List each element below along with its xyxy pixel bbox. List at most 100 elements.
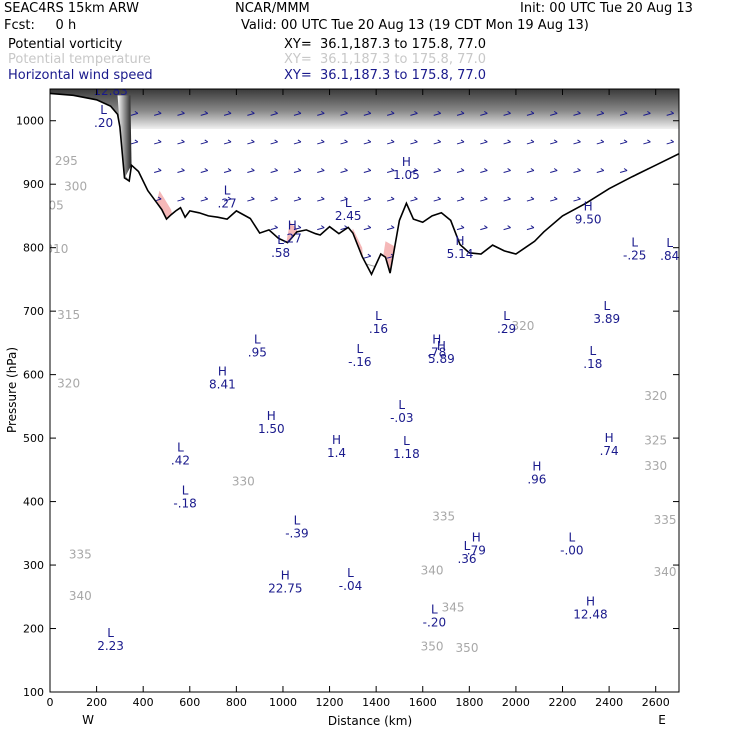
pv-extremum: L.36 [457,539,476,566]
field-name-pv: Potential vorticity [8,37,123,52]
pv-extremum-type: H [584,199,593,213]
pv-extremum-type: L [347,566,354,580]
wind-barb [340,110,348,116]
wind-barb [456,139,465,145]
pv-extremum-type: L [666,236,673,250]
y-axis-label: Pressure (hPa) [5,347,19,433]
end-label-east: E [658,713,666,727]
wind-barb [293,196,302,202]
theta-label: 315 [57,308,80,322]
pv-extremum: L-.39 [285,513,308,540]
wind-barb [619,139,628,145]
pv-extremum: L.27 [218,183,237,210]
pv-extremum: L-.18 [173,484,196,511]
wind-barb [223,168,232,173]
pv-extremum-value: .78 [427,346,446,360]
wind-barb [270,225,278,231]
terrain-line [50,92,679,277]
pv-extremum-value: .96 [527,473,546,487]
pv-extremum: H.78 [427,333,446,360]
pv-extremum-type: L [177,440,184,454]
cliff-shading [117,95,132,178]
theta-label: 340 [654,565,677,579]
y-tick-label: 900 [23,178,44,191]
wind-barb [200,139,209,145]
wind-barb [573,168,581,173]
x-tick-label: 400 [133,696,154,709]
wind-barb [363,110,372,116]
wind-barb [340,139,348,145]
wind-barb [550,110,558,116]
wind-barb [317,196,325,202]
pv-extremum: L.20 [94,103,113,130]
pv-extremum-value: .29 [497,322,516,336]
wind-barb [433,196,441,202]
wind-barb [386,168,395,173]
pv-extremum-type: L [503,309,510,323]
wind-barb [247,196,255,202]
pv-extremum-type: H [332,433,341,447]
terrain-fill [50,93,679,692]
pv-extremum-type: H [432,333,441,347]
wind-barb [666,110,674,116]
pv-extremum-value: -.18 [173,497,196,511]
pv-extremum: H8.41 [209,364,236,391]
wind-barb [433,168,441,173]
pv-extremum-value: 1.50 [258,422,285,436]
end-label-west: W [82,713,94,727]
wind-barb [480,110,488,116]
pv-extremum: H22.75 [268,569,302,596]
theta-label: 325 [644,433,667,447]
theta-label: 340 [69,589,92,603]
model-title: SEAC4RS 15km ARW [4,1,139,16]
wind-barb [456,196,465,202]
wind-barb [293,225,302,231]
wind-barb [177,110,185,116]
wind-barb [177,168,185,173]
pv-extremum-value: .74 [600,444,619,458]
wind-barb [503,139,511,145]
pv-extremum: L.84 [660,236,679,263]
pv-extremum-type: L [631,235,638,249]
pv-extremum-type: L [568,531,575,545]
pv-extremum-type: H [455,234,464,248]
x-tick-label: 200 [86,696,107,709]
wind-barb [340,196,348,202]
wind-barb [223,196,232,202]
wind-barb [200,196,209,202]
pv-extremum: L12.83 [93,89,127,98]
wind-barb [410,168,418,173]
pv-extremum-type: L [464,539,471,553]
wind-barb [596,168,605,173]
wind-barb [177,196,185,202]
wind-barb [177,139,185,145]
pv-extremum: L.95 [248,333,267,360]
pv-extremum: H5.89 [428,339,455,366]
wind-barb [410,110,418,116]
wind-barb [247,139,255,145]
pv-extremum-type: H [402,155,411,169]
pv-extremum-type: L [375,309,382,323]
wind-barb [550,168,558,173]
pv-extremum-value: -.20 [423,615,446,629]
center-label: NCAR/MMM [235,1,310,16]
theta-label: 335 [432,510,455,524]
y-tick-label: 200 [23,623,44,636]
pv-extremum-type: L [398,398,405,412]
wind-barb [503,225,511,231]
wind-barb [456,110,465,116]
pv-extremum-value: 5.14 [447,247,474,261]
pv-extremum-type: L [603,299,610,313]
theta-label: 350 [421,640,444,654]
x-tick-label: 1600 [409,696,437,709]
pv-extremum-type: H [437,339,446,353]
theta-label: 335 [654,513,677,527]
wind-barb [363,196,372,202]
pv-extremum: L.16 [369,309,388,336]
x-axis-label: Distance (km) [328,714,412,728]
pv-extremum-type: H [267,409,276,423]
pv-extremum-type: L [403,434,410,448]
pv-extremum: H1.50 [258,409,285,436]
pv-extremum: L.29 [497,309,516,336]
y-tick-label: 600 [23,369,44,382]
